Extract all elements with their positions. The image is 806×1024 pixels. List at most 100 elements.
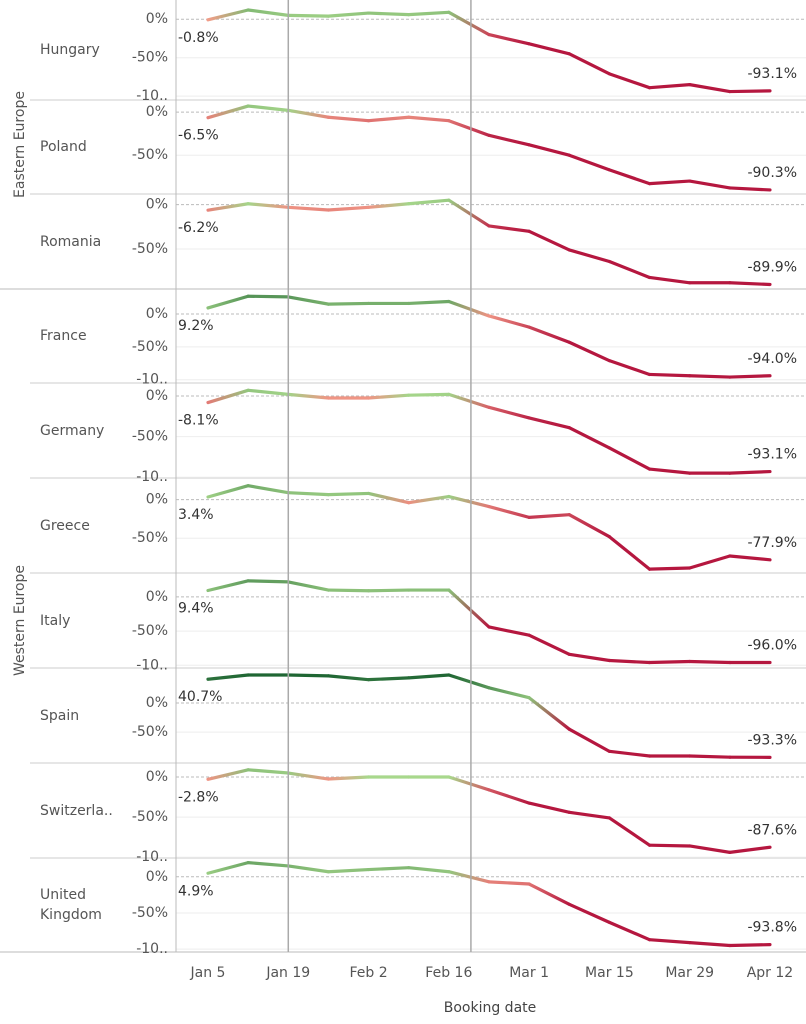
y-tick-label: 0%: [146, 388, 168, 404]
y-tick-label: -50%: [132, 429, 168, 445]
y-tick-label: 0%: [146, 589, 168, 605]
data-label: -0.8%: [178, 30, 219, 46]
line-segment: [366, 588, 411, 593]
line-segment: [728, 845, 772, 854]
line-segment: [286, 864, 331, 874]
row-label: United Kingdom: [40, 887, 102, 923]
line-segment: [527, 416, 571, 430]
line-segment: [647, 83, 692, 90]
line-segment: [607, 816, 652, 847]
y-tick-label: -50%: [132, 724, 168, 740]
line-segment: [647, 566, 692, 571]
line-segment: [326, 205, 371, 212]
row-label: Romania: [40, 233, 102, 250]
line-segment: [246, 8, 290, 17]
data-label: -96.0%: [747, 638, 797, 654]
data-label: -93.1%: [747, 66, 797, 82]
line-segment: [527, 882, 571, 906]
line-segment: [647, 179, 692, 186]
y-tick-label: -50%: [132, 530, 168, 546]
data-label: -90.3%: [747, 165, 797, 181]
line-segment: [688, 940, 732, 948]
line-segment: [447, 299, 491, 318]
line-segment: [366, 866, 411, 872]
x-tick-label: Jan 19: [265, 965, 310, 981]
row-label: Poland: [40, 139, 87, 155]
line-segment: [647, 659, 692, 665]
line-segment: [728, 186, 772, 192]
line-segment: [567, 340, 612, 363]
line-segment: [487, 504, 531, 519]
line-segment: [487, 133, 531, 147]
x-axis-title: Booking date: [444, 1000, 537, 1016]
row-label: Spain: [40, 707, 80, 724]
y-tick-label: -10..: [136, 941, 168, 957]
y-tick-label: -10..: [136, 372, 168, 388]
line-segment: [206, 294, 250, 310]
line-segment: [366, 393, 411, 400]
data-label: -2.8%: [178, 789, 219, 805]
line-segment: [286, 580, 331, 592]
line-segment: [447, 119, 491, 137]
x-tick-label: Mar 29: [665, 965, 714, 981]
line-segment: [688, 83, 732, 94]
x-tick-label: Feb 16: [425, 965, 472, 981]
line-segment: [607, 749, 652, 758]
line-segment: [286, 295, 331, 306]
line-segment: [326, 11, 371, 18]
line-segment: [647, 467, 692, 475]
line-segment: [447, 10, 491, 37]
line-segment: [607, 920, 652, 942]
group-label: Western Europe: [12, 565, 28, 676]
data-label: 3.4%: [178, 507, 214, 523]
y-tick-label: -50%: [132, 339, 168, 355]
line-segment: [286, 13, 331, 18]
x-tick-label: Apr 12: [747, 965, 793, 981]
line-segment: [728, 469, 772, 475]
line-segment: [527, 143, 571, 157]
data-label: 9.2%: [178, 318, 214, 334]
line-segment: [366, 491, 411, 505]
line-segment: [688, 554, 732, 570]
line-segment: [728, 281, 772, 287]
group-label: Eastern Europe: [12, 91, 28, 198]
line-segment: [527, 696, 571, 731]
line-segment: [286, 108, 331, 119]
line-segment: [326, 491, 371, 497]
data-label: -93.3%: [747, 732, 797, 748]
y-tick-label: 0%: [146, 11, 168, 27]
line-segment: [487, 405, 531, 420]
data-label: -8.1%: [178, 413, 219, 429]
line-segment: [326, 775, 371, 781]
line-segment: [607, 359, 652, 377]
line-segment: [567, 426, 612, 450]
line-segment: [407, 10, 451, 17]
data-label: -93.8%: [747, 920, 797, 936]
line-segment: [447, 494, 491, 509]
y-tick-label: 0%: [146, 104, 168, 120]
line-segment: [607, 259, 652, 280]
y-tick-label: -50%: [132, 905, 168, 921]
data-label: 9.4%: [178, 600, 214, 616]
line-segment: [407, 392, 451, 397]
line-segment: [407, 673, 451, 680]
line-segment: [246, 388, 290, 396]
y-tick-label: -10..: [136, 88, 168, 104]
line-segment: [688, 754, 732, 759]
line-segment: [246, 484, 290, 495]
line-segment: [326, 588, 371, 593]
data-label: -6.5%: [178, 128, 219, 144]
row-label: Hungary: [40, 42, 100, 58]
line-segment: [607, 658, 652, 665]
line-segment: [246, 768, 290, 775]
line-segment: [206, 202, 250, 212]
line-segment: [206, 861, 250, 875]
x-tick-label: Jan 5: [190, 965, 226, 981]
line-segment: [647, 843, 692, 848]
line-segment: [286, 771, 331, 781]
line-segment: [607, 72, 652, 90]
line-segment: [246, 202, 290, 209]
y-tick-label: -50%: [132, 809, 168, 825]
y-tick-label: -10..: [136, 469, 168, 485]
